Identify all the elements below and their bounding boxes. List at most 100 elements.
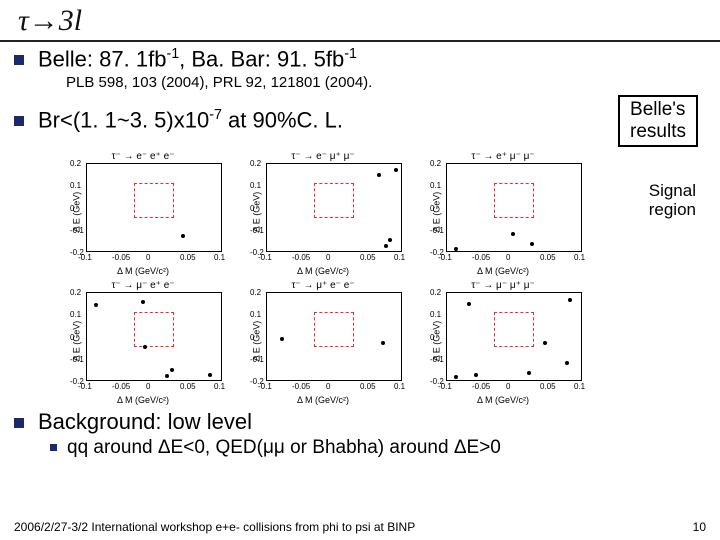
belle-results-box: Belle's results bbox=[618, 95, 698, 147]
signal-box bbox=[314, 312, 354, 347]
x-tick: 0.1 bbox=[574, 382, 585, 391]
y-tick: 0 bbox=[70, 333, 74, 342]
data-point bbox=[143, 345, 147, 349]
data-point bbox=[94, 303, 98, 307]
x-tick: 0.05 bbox=[180, 382, 196, 391]
x-tick: -0.1 bbox=[438, 382, 452, 391]
data-point bbox=[165, 374, 169, 378]
x-tick: 0 bbox=[146, 253, 150, 262]
data-point bbox=[511, 232, 515, 236]
b1-sup2: -1 bbox=[344, 46, 357, 62]
plot-title: τ⁻ → e⁺ μ⁻ μ⁻ bbox=[471, 151, 534, 162]
data-point bbox=[377, 173, 381, 177]
data-point bbox=[208, 373, 212, 377]
signal-box bbox=[134, 183, 174, 218]
plot-axes bbox=[446, 163, 582, 252]
y-tick: 0 bbox=[250, 204, 254, 213]
y-tick: 0.2 bbox=[430, 288, 441, 297]
x-tick: 0 bbox=[506, 382, 510, 391]
x-tick: 0.05 bbox=[540, 382, 556, 391]
y-tick: 0.2 bbox=[70, 288, 81, 297]
plot-title: τ⁻ → e⁻ e⁺ e⁻ bbox=[112, 151, 175, 162]
data-point bbox=[388, 238, 392, 242]
y-tick: 0.1 bbox=[250, 310, 261, 319]
data-point bbox=[527, 371, 531, 375]
y-tick: 0.1 bbox=[70, 310, 81, 319]
x-tick: -0.1 bbox=[258, 382, 272, 391]
x-tick: 0 bbox=[146, 382, 150, 391]
y-tick: 0.2 bbox=[430, 159, 441, 168]
signal-box bbox=[314, 183, 354, 218]
y-tick: 0 bbox=[70, 204, 74, 213]
data-point bbox=[141, 300, 145, 304]
belle-line2: results bbox=[630, 121, 686, 143]
data-point bbox=[530, 242, 534, 246]
y-tick: -0.1 bbox=[250, 355, 264, 364]
b2-suffix: at 90%C. L. bbox=[222, 107, 343, 132]
y-tick: 0 bbox=[430, 333, 434, 342]
footer-page: 10 bbox=[693, 520, 706, 534]
signal-box bbox=[494, 183, 534, 218]
y-tick: 0.2 bbox=[70, 159, 81, 168]
plot-axes bbox=[86, 292, 222, 381]
x-tick: 0.1 bbox=[394, 253, 405, 262]
x-axis-label: Δ M (GeV/c²) bbox=[477, 395, 529, 405]
x-axis-label: Δ M (GeV/c²) bbox=[297, 395, 349, 405]
bullet-2-row: Br<(1. 1~3. 5)x10-7 at 90%C. L. Belle's … bbox=[14, 95, 706, 147]
y-tick: -0.1 bbox=[430, 355, 444, 364]
y-tick: -0.1 bbox=[430, 226, 444, 235]
y-tick: 0.1 bbox=[430, 310, 441, 319]
x-axis-label: Δ M (GeV/c²) bbox=[477, 266, 529, 276]
plot-title: τ⁻ → μ⁺ e⁻ e⁻ bbox=[291, 280, 354, 291]
x-tick: 0.1 bbox=[574, 253, 585, 262]
x-tick: 0.1 bbox=[214, 382, 225, 391]
signal-region-label: Signal region bbox=[649, 182, 696, 219]
reference-line: PLB 598, 103 (2004), PRL 92, 121801 (200… bbox=[66, 74, 706, 91]
b1-sup1: -1 bbox=[166, 46, 179, 62]
x-tick: -0.1 bbox=[78, 253, 92, 262]
belle-line1: Belle's bbox=[630, 99, 686, 121]
bullet-icon bbox=[14, 116, 24, 126]
x-tick: 0.05 bbox=[360, 382, 376, 391]
x-tick: -0.05 bbox=[112, 382, 130, 391]
bullet-icon bbox=[14, 418, 24, 428]
x-tick: 0.1 bbox=[214, 253, 225, 262]
plot-title: τ⁻ → e⁻ μ⁺ μ⁻ bbox=[291, 151, 354, 162]
data-point bbox=[467, 302, 471, 306]
data-point bbox=[543, 341, 547, 345]
bullet-1: Belle: 87. 1fb-1, Ba. Bar: 91. 5fb-1 bbox=[14, 46, 706, 72]
data-point bbox=[394, 168, 398, 172]
title-arrow: → bbox=[29, 4, 59, 37]
scatter-plot: τ⁻ → μ⁺ e⁻ e⁻Δ E (GeV)Δ M (GeV/c²)0.20.1… bbox=[238, 278, 408, 403]
data-point bbox=[454, 247, 458, 251]
plot-grid: τ⁻ → e⁻ e⁺ e⁻Δ E (GeV)Δ M (GeV/c²)0.20.1… bbox=[58, 149, 706, 403]
y-tick: 0 bbox=[250, 333, 254, 342]
x-tick: 0 bbox=[326, 382, 330, 391]
x-tick: -0.1 bbox=[78, 382, 92, 391]
title-tau: τ bbox=[18, 4, 29, 37]
data-point bbox=[280, 337, 284, 341]
scatter-plot: τ⁻ → e⁻ e⁺ e⁻Δ E (GeV)Δ M (GeV/c²)0.20.1… bbox=[58, 149, 228, 274]
plot-title: τ⁻ → μ⁻ μ⁺ μ⁻ bbox=[471, 280, 534, 291]
data-point bbox=[384, 244, 388, 248]
x-tick: -0.05 bbox=[472, 253, 490, 262]
bullet-icon bbox=[50, 444, 57, 451]
y-tick: -0.1 bbox=[70, 226, 84, 235]
data-point bbox=[568, 298, 572, 302]
x-tick: -0.1 bbox=[258, 253, 272, 262]
b2-sup: -7 bbox=[209, 107, 222, 123]
scatter-plot: τ⁻ → μ⁻ e⁺ e⁻Δ E (GeV)Δ M (GeV/c²)0.20.1… bbox=[58, 278, 228, 403]
data-point bbox=[170, 368, 174, 372]
y-tick: 0 bbox=[430, 204, 434, 213]
bullet-2-text: Br<(1. 1~3. 5)x10-7 at 90%C. L. bbox=[38, 107, 343, 133]
y-tick: 0.2 bbox=[250, 288, 261, 297]
slide-title: τ→3l bbox=[18, 4, 82, 37]
b1-prefix: Belle: 87. 1fb bbox=[38, 46, 166, 71]
x-tick: 0.05 bbox=[180, 253, 196, 262]
scatter-plot: τ⁻ → e⁻ μ⁺ μ⁻Δ E (GeV)Δ M (GeV/c²)0.20.1… bbox=[238, 149, 408, 274]
y-tick: 0.1 bbox=[430, 181, 441, 190]
plot-axes bbox=[446, 292, 582, 381]
x-tick: -0.1 bbox=[438, 253, 452, 262]
x-tick: 0.05 bbox=[360, 253, 376, 262]
data-point bbox=[474, 373, 478, 377]
